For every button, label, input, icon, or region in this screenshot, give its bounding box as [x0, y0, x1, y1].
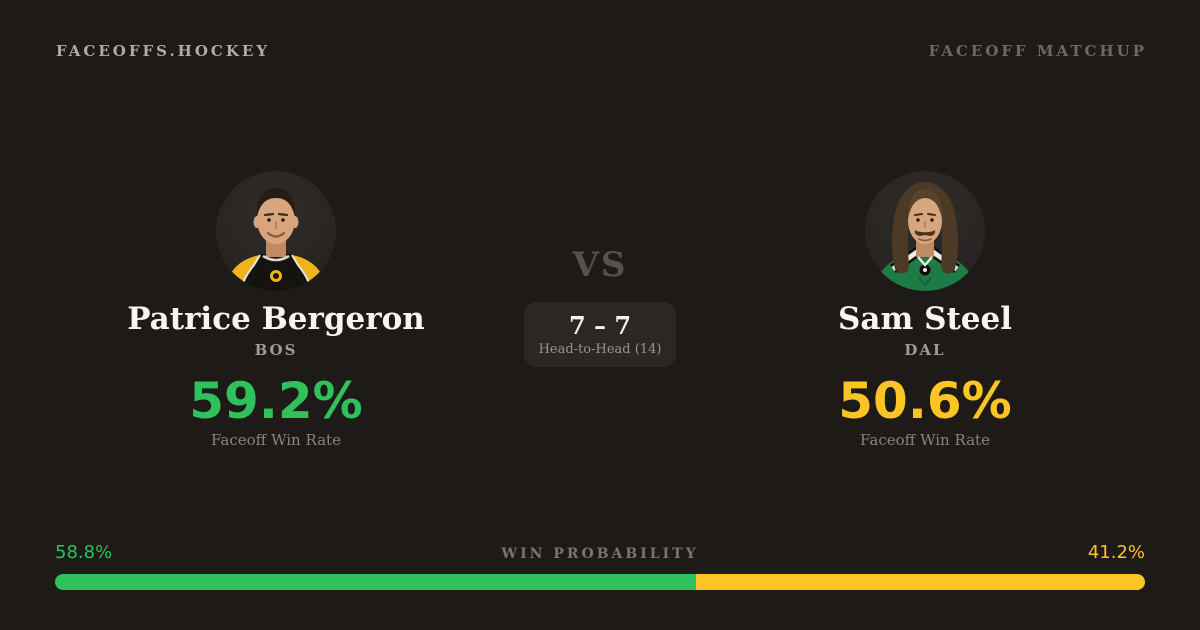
right-player-win-rate: 50.6% — [838, 372, 1012, 430]
win-probability-left-label: 58.8% — [55, 542, 113, 563]
page-title: FACEOFF MATCHUP — [928, 42, 1147, 60]
win-probability-title: WIN PROBABILITY — [501, 546, 699, 562]
vs-label: VS — [572, 245, 628, 285]
left-player-name: Patrice Bergeron — [127, 301, 425, 337]
left-player-win-rate-label: Faceoff Win Rate — [211, 431, 341, 449]
head-to-head-score: 7 – 7 — [568, 311, 632, 340]
right-player-avatar — [865, 171, 985, 291]
right-player-team: DAL — [904, 341, 946, 359]
win-probability-bar-left — [55, 574, 696, 590]
left-player-avatar — [216, 171, 336, 291]
left-player-panel: Patrice Bergeron BOS 59.2% Faceoff Win R… — [96, 171, 456, 450]
win-probability-section: 58.8% WIN PROBABILITY 41.2% — [55, 542, 1145, 590]
sam-steel-headshot-image — [865, 171, 985, 291]
head-to-head-label: Head-to-Head (14) — [538, 342, 662, 357]
brand-logo-text: FACEOFFS.HOCKEY — [56, 42, 271, 60]
patrice-bergeron-headshot-image — [216, 171, 336, 291]
win-probability-bar — [55, 574, 1145, 590]
win-probability-labels: 58.8% WIN PROBABILITY 41.2% — [55, 542, 1145, 565]
right-player-panel: Sam Steel DAL 50.6% Faceoff Win Rate — [745, 171, 1105, 450]
left-player-win-rate: 59.2% — [189, 372, 363, 430]
right-player-win-rate-label: Faceoff Win Rate — [860, 431, 990, 449]
head-to-head-box: 7 – 7 Head-to-Head (14) — [524, 302, 676, 367]
right-player-name: Sam Steel — [838, 301, 1012, 337]
left-player-team: BOS — [254, 341, 298, 359]
matchup-center-panel: VS 7 – 7 Head-to-Head (14) — [480, 246, 720, 367]
win-probability-bar-right — [695, 574, 1145, 590]
win-probability-right-label: 41.2% — [1087, 542, 1145, 563]
